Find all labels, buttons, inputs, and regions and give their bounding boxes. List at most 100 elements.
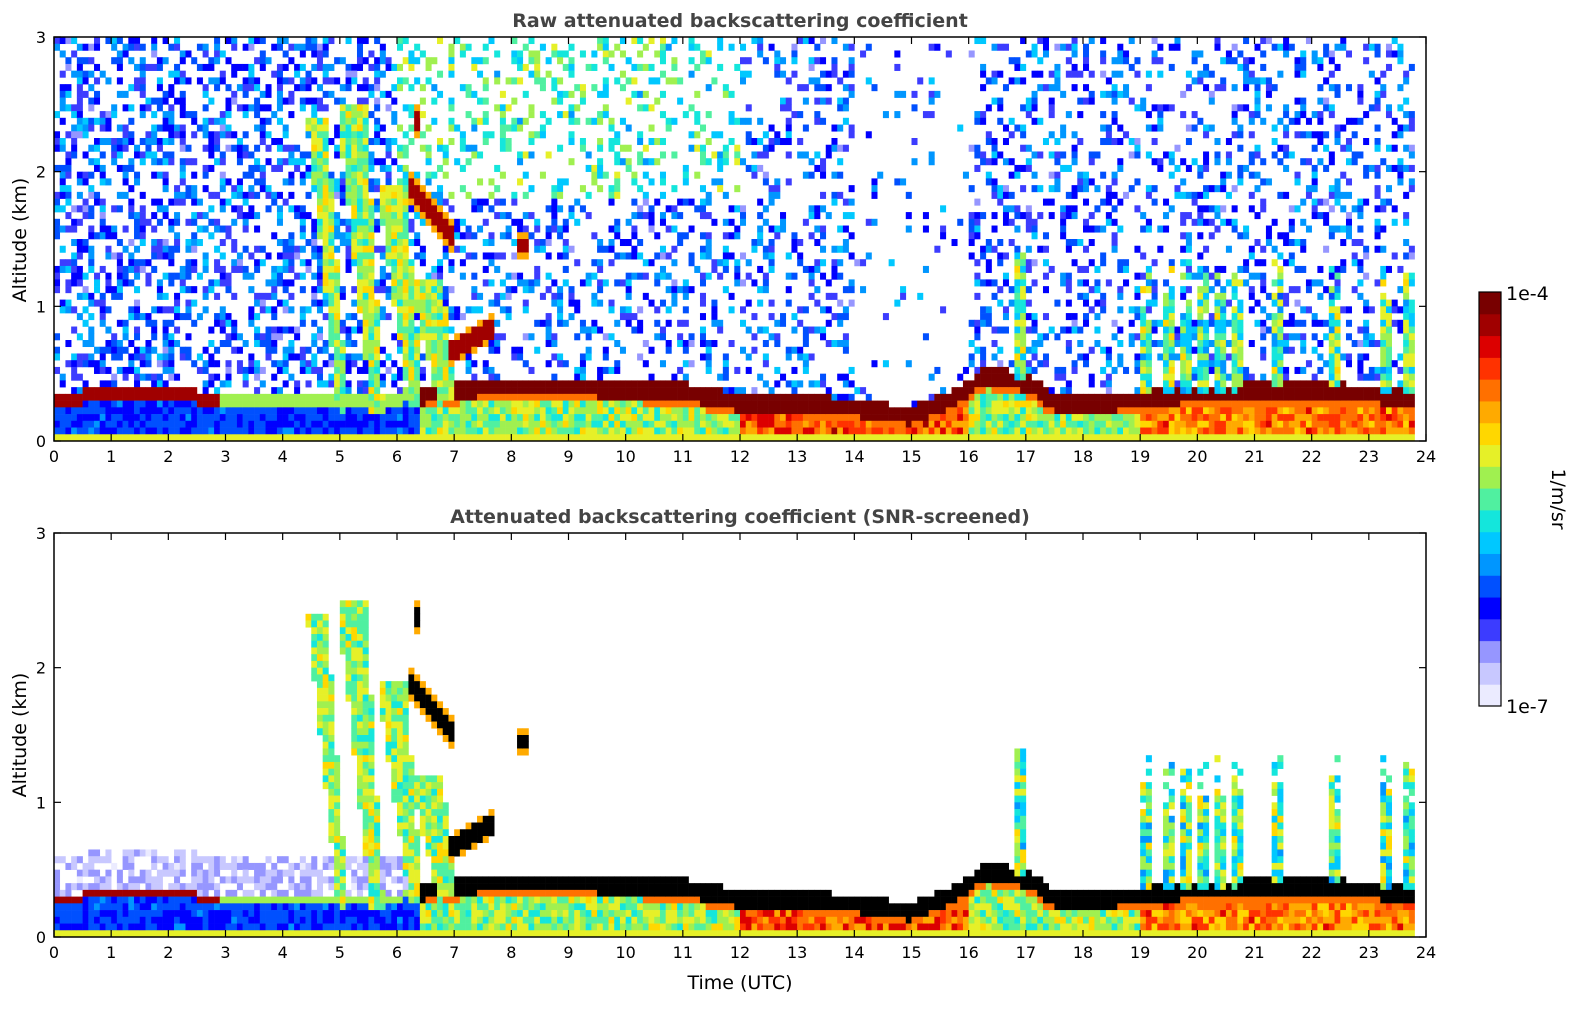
heat-cell — [797, 420, 804, 428]
heat-cell — [591, 393, 598, 401]
heat-cell — [494, 393, 501, 401]
heat-cell — [254, 259, 261, 267]
heat-cell — [957, 387, 964, 395]
heat-cell — [305, 164, 312, 172]
heat-cell — [808, 326, 815, 334]
heat-cell — [488, 400, 495, 408]
heat-cell — [351, 340, 358, 348]
heat-cell — [551, 380, 558, 388]
heat-cell — [345, 124, 352, 132]
heat-cell — [785, 138, 792, 146]
heat-cell — [111, 144, 118, 152]
heat-cell — [259, 292, 266, 300]
heat-cell — [517, 380, 524, 388]
heat-cell — [522, 299, 529, 307]
heat-cell — [985, 407, 992, 415]
heat-cell — [402, 77, 409, 85]
heat-cell — [71, 306, 78, 314]
heat-cell — [402, 366, 409, 374]
heat-cell — [1088, 414, 1095, 422]
heat-cell — [214, 279, 221, 287]
heat-cell — [54, 205, 61, 213]
heat-cell — [814, 225, 821, 233]
heat-cell — [517, 50, 524, 58]
heat-cell — [619, 84, 626, 92]
heat-cell — [459, 427, 466, 435]
heat-cell — [820, 333, 827, 341]
heat-cell — [105, 286, 112, 294]
heat-cell — [134, 37, 141, 45]
heat-cell — [614, 158, 621, 166]
heat-cell — [168, 333, 175, 341]
heat-cell — [831, 171, 838, 179]
heat-cell — [379, 265, 386, 273]
heat-cell — [351, 299, 358, 307]
heat-cell — [728, 292, 735, 300]
heat-cell — [185, 259, 192, 267]
heat-cell — [980, 434, 987, 442]
heat-cell — [242, 218, 249, 226]
heat-cell — [328, 400, 335, 408]
heat-cell — [356, 407, 363, 415]
heat-cell — [88, 245, 95, 253]
heat-cell — [1008, 420, 1015, 428]
heat-cell — [465, 43, 472, 51]
heat-cell — [534, 245, 541, 253]
heat-cell — [934, 400, 941, 408]
heat-cell — [431, 198, 438, 206]
heat-cell — [642, 434, 649, 442]
heat-cell — [1002, 272, 1009, 280]
heat-cell — [505, 286, 512, 294]
heat-cell — [442, 198, 449, 206]
heat-cell — [419, 212, 426, 220]
heat-cell — [705, 340, 712, 348]
heat-cell — [1077, 70, 1084, 78]
heat-cell — [214, 158, 221, 166]
heat-cell — [740, 427, 747, 435]
heat-cell — [391, 380, 398, 388]
heat-cell — [299, 272, 306, 280]
heat-cell — [757, 198, 764, 206]
heat-cell — [637, 272, 644, 280]
heat-cell — [254, 124, 261, 132]
heat-cell — [362, 37, 369, 45]
heat-cell — [1065, 434, 1072, 442]
heat-cell — [642, 104, 649, 112]
heat-cell — [837, 319, 844, 327]
heat-cell — [699, 393, 706, 401]
heat-cell — [162, 90, 169, 98]
heat-cell — [437, 198, 444, 206]
heat-cell — [745, 104, 752, 112]
panel-raw-ylabel: Altitude (km) — [9, 178, 31, 303]
heat-cell — [219, 252, 226, 260]
heat-cell — [699, 407, 706, 415]
heat-cell — [837, 272, 844, 280]
heat-cell — [54, 265, 61, 273]
heat-cell — [448, 373, 455, 381]
heat-cell — [900, 427, 907, 435]
heat-cell — [276, 427, 283, 435]
heat-cell — [454, 414, 461, 422]
heat-cell — [419, 366, 426, 374]
heat-cell — [139, 232, 146, 240]
heat-cell — [71, 131, 78, 139]
heat-cell — [65, 265, 72, 273]
heat-cell — [174, 272, 181, 280]
heat-cell — [842, 245, 849, 253]
heat-cell — [265, 158, 272, 166]
heat-cell — [974, 272, 981, 280]
heat-cell — [351, 111, 358, 119]
heat-cell — [414, 239, 421, 247]
heat-cell — [471, 340, 478, 348]
heat-cell — [848, 299, 855, 307]
heat-cell — [545, 407, 552, 415]
heat-cell — [282, 353, 289, 361]
heat-cell — [682, 171, 689, 179]
heat-cell — [482, 400, 489, 408]
heat-cell — [385, 272, 392, 280]
heat-cell — [974, 420, 981, 428]
heat-cell — [602, 57, 609, 65]
heat-cell — [254, 299, 261, 307]
heat-cell — [248, 434, 255, 442]
heat-cell — [517, 414, 524, 422]
